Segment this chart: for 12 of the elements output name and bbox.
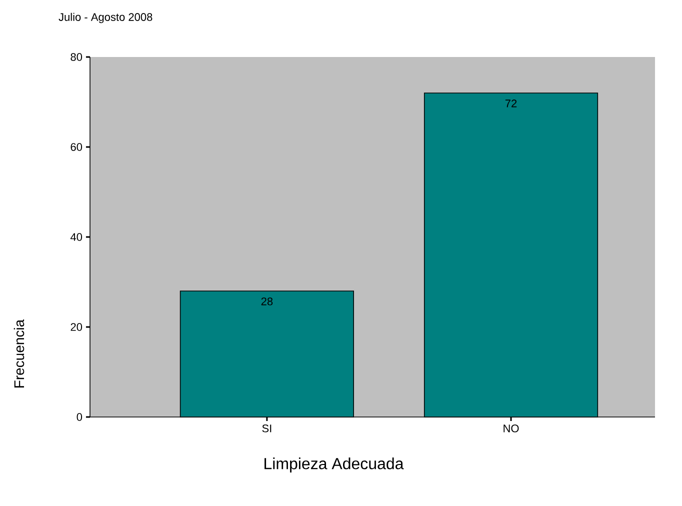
y-tick-label: 40 <box>70 233 82 241</box>
x-axis-title: Limpieza Adecuada <box>264 458 404 472</box>
x-tick-label: SI <box>262 424 272 432</box>
y-tick-label: 0 <box>76 413 82 421</box>
chart-title: Julio - Agosto 2008 <box>58 12 152 24</box>
x-tick-label: NO <box>504 424 519 432</box>
data-label: 72 <box>505 100 517 108</box>
y-tick-label: 80 <box>70 53 82 61</box>
y-tick-label: 20 <box>70 323 82 331</box>
y-axis-title: Frecuencia <box>14 319 24 388</box>
y-tick-label: 60 <box>70 143 82 151</box>
data-label: 28 <box>261 298 273 306</box>
